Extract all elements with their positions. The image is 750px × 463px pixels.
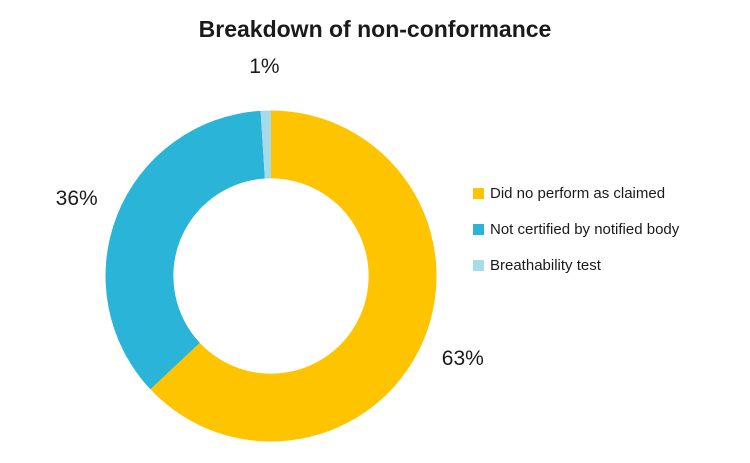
legend-label: Not certified by notified body <box>490 220 680 238</box>
legend-item-1: Not certified by notified body <box>473 220 680 238</box>
data-label-0: 63% <box>441 347 484 370</box>
legend-color-swatch <box>473 187 484 199</box>
legend-color-swatch <box>473 259 484 271</box>
legend-item-2: Breathability test <box>473 256 679 274</box>
donut-segment-0 <box>150 110 437 442</box>
data-label-1: 36% <box>55 187 98 211</box>
legend: Did no perform as claimed Not certified b… <box>473 185 679 293</box>
donut-segment-2 <box>260 110 271 179</box>
data-label-2: 1% <box>249 55 280 79</box>
legend-color-swatch <box>473 223 484 235</box>
legend-label: Breathability test <box>490 256 601 274</box>
legend-label: Did no perform as claimed <box>490 184 666 202</box>
chart-title: Breakdown of non-conformance <box>198 16 552 42</box>
legend-item-0: Did no perform as claimed <box>473 184 679 202</box>
donut-segment-1 <box>105 110 265 390</box>
